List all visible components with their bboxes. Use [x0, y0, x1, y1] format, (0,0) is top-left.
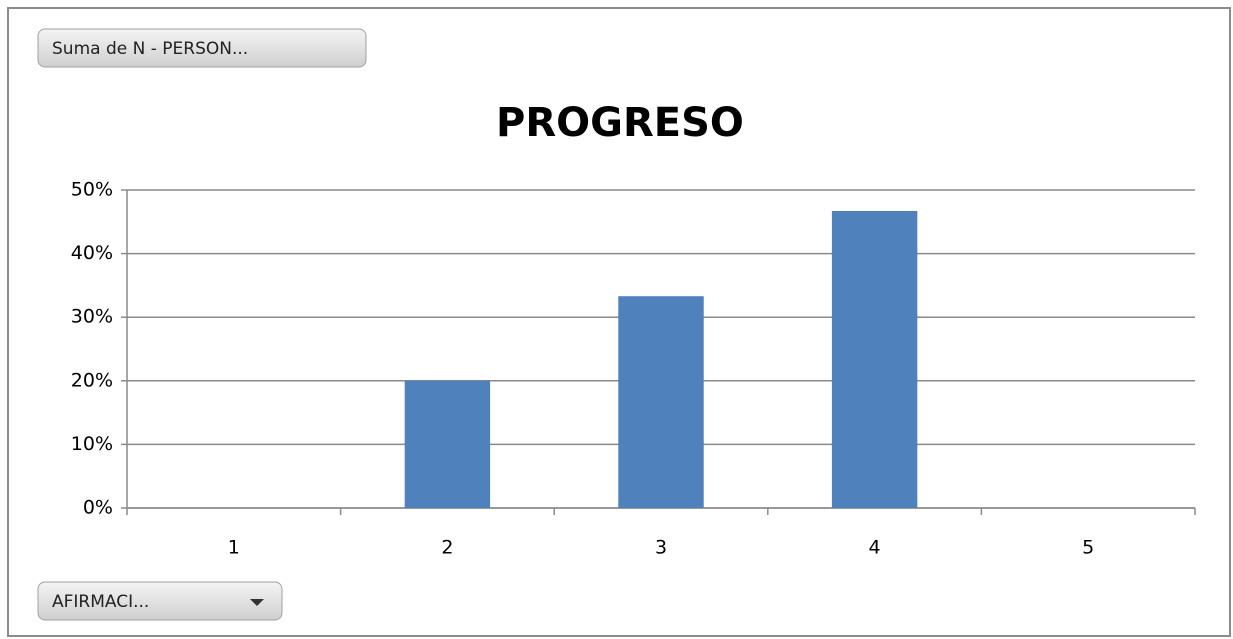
y-tick-label: 10% [71, 433, 113, 455]
button-background [37, 28, 367, 68]
dropdown-arrow [250, 599, 264, 606]
value-field-button[interactable]: Suma de N - PERSON... [37, 28, 367, 68]
y-tick-label: 0% [83, 497, 113, 519]
button-label: AFIRMACI... [52, 592, 149, 612]
y-tick-label: 50% [71, 179, 113, 201]
y-tick-label: 20% [71, 369, 113, 391]
y-tick-label: 30% [71, 306, 113, 328]
x-tick-label: 2 [441, 537, 453, 559]
x-tick-label: 1 [228, 537, 240, 559]
bar [404, 380, 491, 508]
y-tick-label: 40% [71, 242, 113, 264]
x-tick-label: 4 [869, 537, 881, 559]
x-tick-label: 3 [655, 537, 667, 559]
button-label: Suma de N - PERSON... [52, 39, 248, 59]
x-tick-label: 5 [1082, 537, 1094, 559]
axis-field-button[interactable]: AFIRMACI... [37, 581, 283, 621]
bar [618, 296, 704, 508]
bar [831, 210, 918, 508]
button-background [37, 581, 283, 621]
chart-title: PROGRESO [496, 100, 744, 146]
